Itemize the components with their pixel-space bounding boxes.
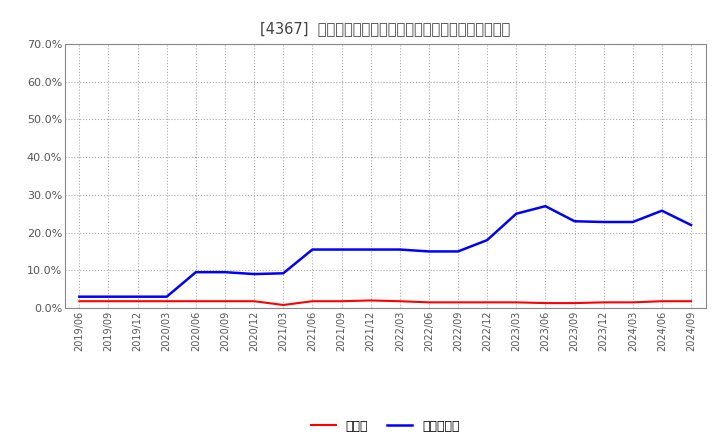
有利子負債 — [337, 247, 346, 252]
現預金 — [570, 301, 579, 306]
有利子負債 — [454, 249, 462, 254]
Line: 有利子負債: 有利子負債 — [79, 206, 691, 297]
有利子負債 — [250, 271, 258, 277]
有利子負債 — [163, 294, 171, 299]
現預金 — [192, 299, 200, 304]
有利子負債 — [75, 294, 84, 299]
現預金 — [163, 299, 171, 304]
Line: 現預金: 現預金 — [79, 301, 691, 305]
現預金 — [220, 299, 229, 304]
現預金 — [104, 299, 113, 304]
有利子負債 — [599, 220, 608, 225]
現預金 — [366, 298, 375, 303]
現預金 — [657, 299, 666, 304]
有利子負債 — [395, 247, 404, 252]
現預金 — [687, 299, 696, 304]
有利子負債 — [657, 208, 666, 213]
有利子負債 — [512, 211, 521, 216]
現預金 — [425, 300, 433, 305]
有利子負債 — [192, 270, 200, 275]
現預金 — [133, 299, 142, 304]
Legend: 現預金, 有利子負債: 現預金, 有利子負債 — [306, 414, 464, 437]
現預金 — [250, 299, 258, 304]
現預金 — [541, 301, 550, 306]
有利子負債 — [570, 219, 579, 224]
現預金 — [337, 299, 346, 304]
現預金 — [308, 299, 317, 304]
有利子負債 — [133, 294, 142, 299]
有利子負債 — [425, 249, 433, 254]
Title: [4367]  現預金、有利子負債の総資産に対する比率の推移: [4367] 現預金、有利子負債の総資産に対する比率の推移 — [260, 21, 510, 36]
現預金 — [483, 300, 492, 305]
有利子負債 — [483, 238, 492, 243]
有利子負債 — [220, 270, 229, 275]
現預金 — [599, 300, 608, 305]
有利子負債 — [104, 294, 113, 299]
現預金 — [75, 299, 84, 304]
有利子負債 — [308, 247, 317, 252]
現預金 — [279, 302, 287, 308]
現預金 — [629, 300, 637, 305]
有利子負債 — [366, 247, 375, 252]
有利子負債 — [541, 204, 550, 209]
有利子負債 — [629, 220, 637, 225]
有利子負債 — [687, 222, 696, 227]
現預金 — [395, 299, 404, 304]
有利子負債 — [279, 271, 287, 276]
現預金 — [512, 300, 521, 305]
現預金 — [454, 300, 462, 305]
